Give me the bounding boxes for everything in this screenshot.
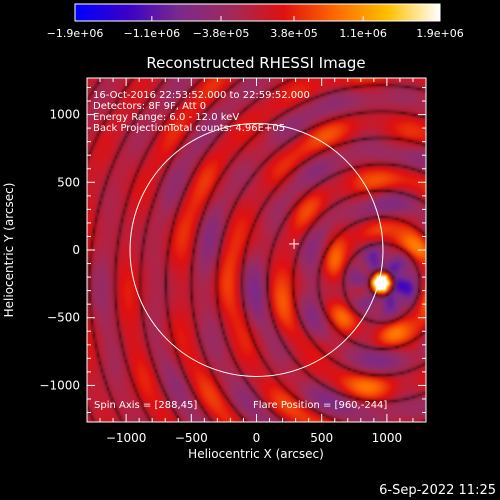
x-axis-tick-labels: −1000 −500 0 500 1000 <box>106 431 402 445</box>
annotation-spin-axis: Spin Axis = [288,45] <box>94 400 197 411</box>
y-tick-label: −1000 <box>39 378 80 392</box>
y-tick-label: 500 <box>57 175 80 189</box>
annotation-energy-range: Energy Range: 6.0 - 12.0 keV <box>93 112 239 123</box>
spin-axis-marker <box>289 238 300 249</box>
heatmap-image <box>87 78 426 422</box>
x-tick-label: 0 <box>253 431 261 445</box>
solar-limb-circle <box>129 123 384 377</box>
footer-timestamp: 6-Sep-2022 11:25 <box>379 483 496 498</box>
annotation-total-counts: Total counts: 4.96E+05 <box>168 123 285 134</box>
chart-title: Reconstructed RHESSI Image <box>146 54 365 72</box>
plot-area <box>87 78 426 422</box>
colorbar-tick-label: 1.1e+06 <box>339 27 386 40</box>
colorbar: −1.9e+06 −1.1e+06 −3.8e+05 3.8e+05 1.1e+06 1.… <box>47 3 464 40</box>
colorbar-tick-labels: −1.9e+06 −1.1e+06 −3.8e+05 3.8e+05 1.1e+06 1.… <box>47 27 464 40</box>
annotation-time-range: 16-Oct-2016 22:53:52.000 to 22:59:52.000 <box>93 90 310 101</box>
colorbar-tick-label: −3.8e+05 <box>193 27 250 40</box>
x-tick-label: −1000 <box>106 431 147 445</box>
x-axis-ticks <box>99 78 414 422</box>
x-tick-label: 1000 <box>372 431 403 445</box>
y-axis-tick-labels: −1000 −500 0 500 1000 <box>39 108 80 393</box>
colorbar-tick-label: 3.8e+05 <box>270 27 317 40</box>
colorbar-tick-label: 1.9e+06 <box>416 27 463 40</box>
x-tick-label: −500 <box>175 431 208 445</box>
y-axis-title: Heliocentric Y (arcsec) <box>2 183 16 318</box>
colorbar-tick-label: −1.9e+06 <box>47 27 104 40</box>
colorbar-tick-label: −1.1e+06 <box>123 27 180 40</box>
colorbar-ticks <box>74 16 441 21</box>
annotation-flare-position: Flare Position = [960,-244] <box>253 400 387 411</box>
annotation-detectors: Detectors: 8F 9F, Att 0 <box>93 101 206 112</box>
y-axis-ticks <box>87 86 426 414</box>
y-tick-label: 0 <box>72 243 80 257</box>
annotation-method: Back Projection <box>93 123 170 134</box>
x-axis-title: Heliocentric X (arcsec) <box>188 447 324 461</box>
x-tick-label: 500 <box>310 431 333 445</box>
y-tick-label: −500 <box>47 311 80 325</box>
colorbar-bar <box>74 3 441 22</box>
y-tick-label: 1000 <box>49 108 80 122</box>
